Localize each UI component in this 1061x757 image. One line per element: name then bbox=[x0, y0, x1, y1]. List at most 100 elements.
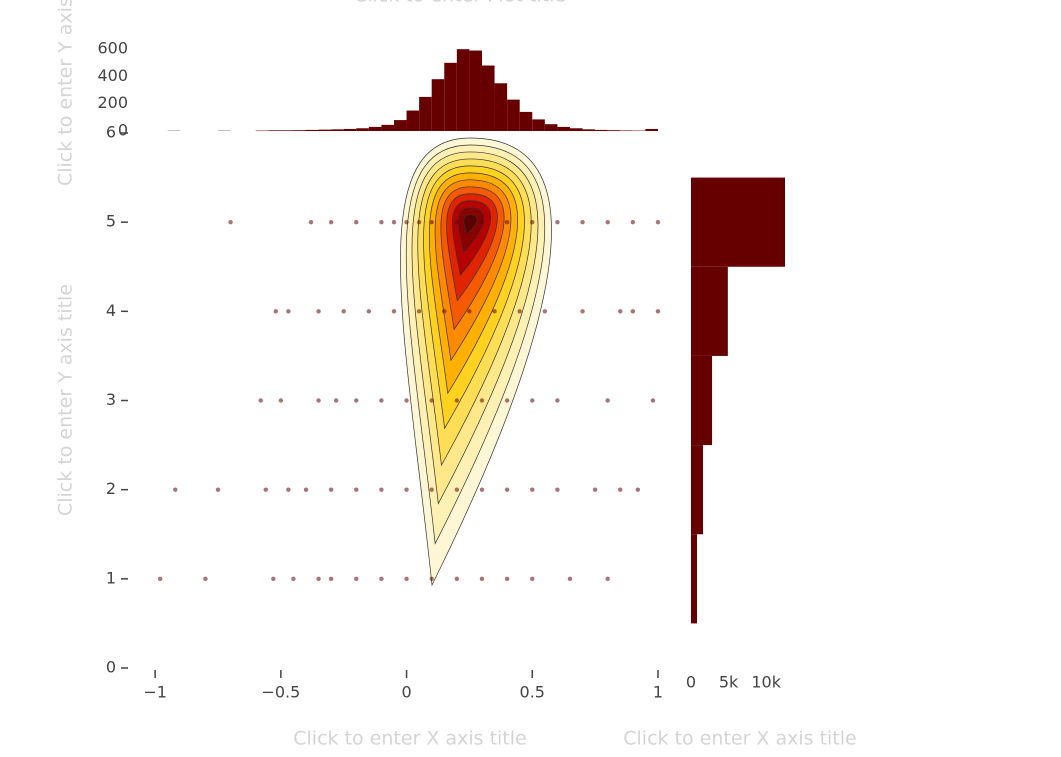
y-tick-label: 6 bbox=[106, 123, 116, 142]
x-axis-title: Click to enter X axis title bbox=[293, 728, 526, 750]
point bbox=[504, 398, 510, 403]
point bbox=[404, 487, 409, 492]
point bbox=[416, 309, 422, 314]
y-tick-label: 0 bbox=[118, 121, 128, 140]
point bbox=[555, 398, 560, 403]
point bbox=[467, 219, 472, 225]
point bbox=[504, 487, 510, 492]
point bbox=[504, 576, 510, 582]
point bbox=[328, 576, 334, 582]
point bbox=[258, 398, 263, 403]
point bbox=[504, 219, 510, 225]
point bbox=[416, 219, 422, 225]
point bbox=[173, 487, 178, 492]
y-tick-label: 600 bbox=[97, 39, 128, 58]
point bbox=[308, 219, 314, 225]
point bbox=[366, 309, 372, 314]
point bbox=[605, 219, 610, 225]
point bbox=[391, 219, 397, 225]
point bbox=[354, 398, 359, 403]
point bbox=[328, 219, 334, 225]
point bbox=[404, 398, 409, 403]
bar bbox=[494, 83, 508, 131]
y-tick-label: 1 bbox=[106, 568, 116, 587]
point bbox=[316, 309, 321, 314]
point bbox=[333, 398, 339, 403]
bar bbox=[645, 128, 658, 131]
plot-title: Click to enter Plot title bbox=[354, 0, 566, 7]
bar bbox=[343, 128, 357, 131]
point bbox=[530, 219, 535, 225]
point bbox=[429, 398, 434, 403]
point bbox=[555, 487, 560, 492]
point bbox=[271, 576, 276, 582]
bar bbox=[406, 110, 420, 131]
y-tick-label: 3 bbox=[106, 390, 116, 409]
bar bbox=[331, 129, 344, 131]
point bbox=[479, 398, 485, 403]
point bbox=[592, 487, 598, 492]
x-tick-label: 1 bbox=[653, 683, 663, 702]
point bbox=[303, 487, 309, 492]
point bbox=[379, 219, 384, 225]
point bbox=[157, 576, 163, 582]
x-axis-title: Click to enter X axis title bbox=[623, 728, 856, 750]
y-tick-label: 200 bbox=[97, 93, 128, 112]
x-tick-label: 10k bbox=[751, 673, 781, 692]
point bbox=[215, 487, 221, 492]
point bbox=[429, 219, 434, 225]
point bbox=[286, 309, 291, 314]
point bbox=[530, 487, 535, 492]
bar bbox=[293, 130, 306, 131]
y-tick-label: 4 bbox=[106, 301, 116, 320]
bar bbox=[368, 126, 382, 131]
point bbox=[635, 487, 641, 492]
bar bbox=[691, 534, 698, 624]
point bbox=[650, 398, 656, 403]
point bbox=[605, 576, 610, 582]
point bbox=[655, 219, 661, 225]
point bbox=[354, 487, 359, 492]
bar bbox=[469, 50, 482, 131]
point bbox=[630, 219, 636, 225]
point bbox=[442, 309, 447, 314]
point bbox=[618, 309, 623, 314]
point bbox=[328, 487, 334, 492]
point bbox=[454, 219, 460, 225]
point bbox=[354, 219, 359, 225]
point bbox=[467, 309, 472, 314]
point bbox=[404, 219, 409, 225]
bar bbox=[356, 128, 369, 131]
bar bbox=[691, 266, 728, 356]
point bbox=[404, 576, 409, 582]
bar bbox=[381, 124, 394, 131]
point bbox=[379, 398, 384, 403]
point bbox=[530, 398, 535, 403]
point bbox=[391, 309, 397, 314]
y-axis-title: Click to enter Y axis title bbox=[55, 284, 77, 516]
point bbox=[567, 576, 573, 582]
bar bbox=[607, 130, 621, 131]
x-tick-label: −0.5 bbox=[261, 683, 300, 702]
contour bbox=[463, 214, 478, 235]
bar bbox=[268, 130, 281, 131]
point bbox=[454, 398, 460, 403]
bar bbox=[691, 177, 785, 267]
x-tick-label: 0 bbox=[401, 683, 411, 702]
bar bbox=[444, 62, 457, 132]
y-tick-label: 400 bbox=[97, 66, 128, 85]
x-tick-label: 5k bbox=[719, 673, 739, 692]
bar bbox=[393, 120, 407, 131]
bar bbox=[519, 111, 533, 131]
point bbox=[542, 309, 548, 314]
point bbox=[429, 576, 434, 582]
bar bbox=[691, 445, 704, 535]
point bbox=[555, 219, 560, 225]
bar bbox=[280, 130, 294, 131]
x-tick-label: −1 bbox=[143, 683, 167, 702]
bar bbox=[431, 79, 445, 131]
y-tick-label: 2 bbox=[106, 479, 116, 498]
point bbox=[379, 576, 384, 582]
